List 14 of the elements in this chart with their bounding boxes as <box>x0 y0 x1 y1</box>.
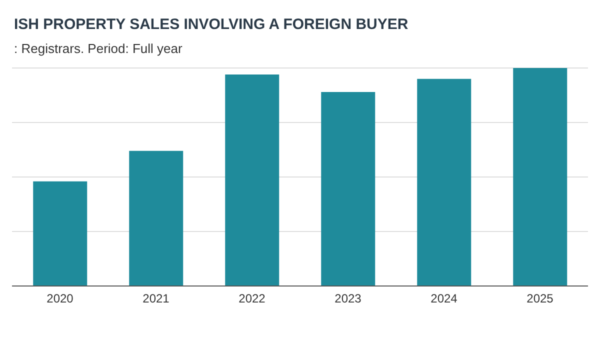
bar <box>225 74 280 286</box>
bar <box>417 78 472 286</box>
chart-title: ISH PROPERTY SALES INVOLVING A FOREIGN BUYER <box>13 15 410 33</box>
bar <box>33 181 88 286</box>
x-tick-label: 2023 <box>334 292 362 306</box>
bar <box>129 150 184 286</box>
x-tick-label: 2020 <box>46 292 74 306</box>
bar <box>321 92 376 286</box>
x-tick-label: 2021 <box>142 292 170 306</box>
bar <box>513 68 568 286</box>
x-tick-label: 2024 <box>430 292 458 306</box>
chart-subtitle: : Registrars. Period: Full year <box>13 40 184 56</box>
x-tick-label: 2022 <box>238 292 266 306</box>
x-tick-label: 2025 <box>526 292 554 306</box>
